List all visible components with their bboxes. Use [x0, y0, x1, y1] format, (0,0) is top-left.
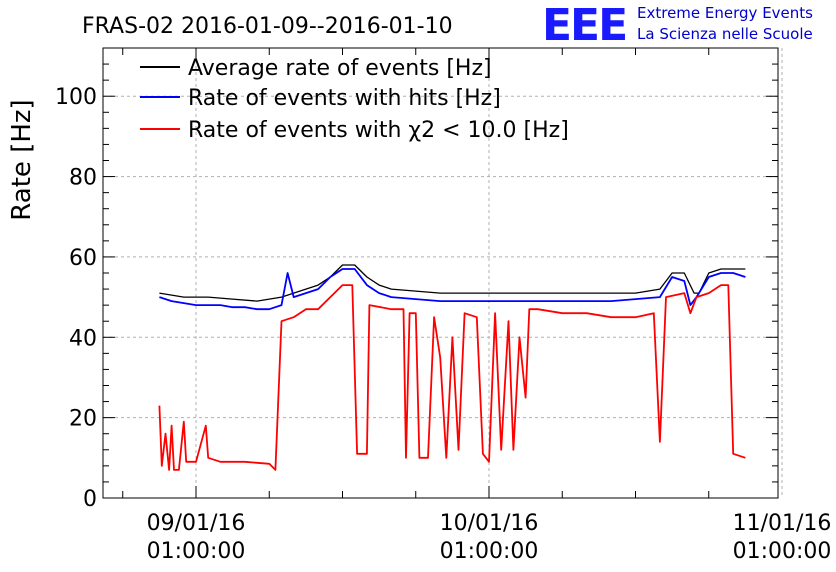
y-tick-label: 80 — [69, 166, 97, 191]
series-line-1 — [159, 264, 746, 302]
y-tick-label: 20 — [69, 407, 97, 432]
x-tick-label-time: 01:00:00 — [733, 539, 832, 564]
legend-label-2: Rate of events with hits [Hz] — [188, 86, 501, 111]
logo-line-1: Extreme Energy Events — [637, 4, 813, 22]
eee-logo: EEE Extreme Energy Events La Scienza nel… — [542, 0, 813, 51]
y-axis-label: Rate [Hz] — [7, 99, 37, 220]
series-line-2 — [159, 268, 746, 311]
x-tick-label-date: 09/01/16 — [147, 511, 246, 536]
legend-label-3: Rate of events with χ2 < 10.0 [Hz] — [188, 118, 569, 143]
y-tick-label: 100 — [55, 85, 97, 110]
legend-label-1: Average rate of events [Hz] — [188, 56, 492, 81]
series-line-3 — [158, 284, 746, 471]
y-tick-label: 40 — [69, 326, 97, 351]
data-series — [158, 264, 746, 471]
logo-line-2: La Scienza nelle Scuole — [637, 25, 813, 43]
legend: Average rate of events [Hz] Rate of event… — [140, 56, 569, 143]
x-tick-label-date: 10/01/16 — [440, 511, 539, 536]
x-tick-label-time: 01:00:00 — [147, 539, 246, 564]
y-tick-label: 60 — [69, 246, 97, 271]
x-axis: 09/01/16 01:00:00 10/01/16 01:00:00 11/01/16… — [122, 48, 832, 564]
chart-title: FRAS-02 2016-01-09--2016-01-10 — [82, 14, 453, 39]
logo-mark: EEE — [542, 0, 626, 51]
x-tick-label-time: 01:00:00 — [440, 539, 539, 564]
x-tick-label-date: 11/01/16 — [733, 511, 832, 536]
y-axis: 0 20 40 60 80 100 — [55, 47, 778, 512]
y-tick-label: 0 — [83, 487, 97, 512]
grid-lines — [103, 48, 783, 498]
